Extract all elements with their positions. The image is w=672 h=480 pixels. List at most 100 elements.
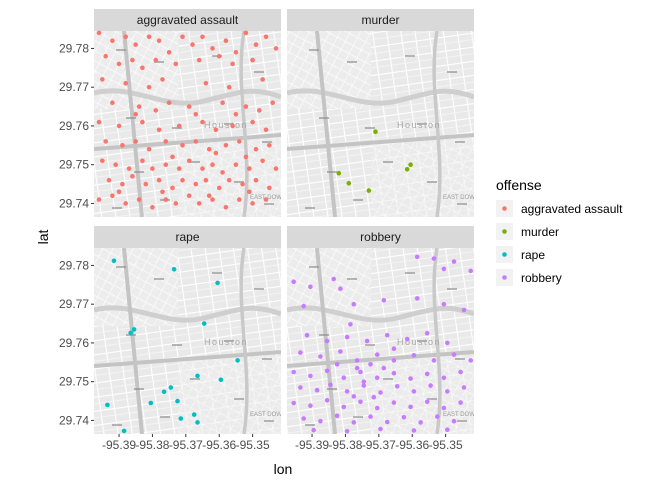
- point-robbery: [361, 379, 367, 385]
- point-aggravated-assault: [180, 177, 185, 183]
- point-aggravated-assault: [267, 143, 272, 148]
- point-aggravated-assault: [223, 38, 229, 43]
- basemap-robbery: Houston EAST DOWNTOWN: [287, 248, 474, 434]
- point-robbery: [368, 414, 373, 419]
- point-aggravated-assault: [176, 123, 182, 129]
- point-robbery: [291, 279, 297, 285]
- point-aggravated-assault: [133, 139, 138, 144]
- point-robbery: [354, 358, 360, 363]
- point-robbery: [431, 256, 437, 261]
- legend-title: offense: [496, 177, 542, 193]
- point-robbery: [361, 383, 367, 388]
- point-aggravated-assault: [113, 162, 118, 167]
- basemap-murder: Houston EAST DOWNTOWN: [287, 31, 474, 217]
- point-aggravated-assault: [233, 112, 239, 117]
- point-aggravated-assault: [250, 119, 255, 125]
- point-aggravated-assault: [233, 50, 239, 55]
- point-aggravated-assault: [213, 127, 219, 133]
- point-rape: [105, 402, 110, 408]
- facet-strips: aggravated assault murder rape robbery: [94, 9, 474, 248]
- point-aggravated-assault: [190, 42, 195, 47]
- point-aggravated-assault: [96, 197, 102, 202]
- x-tick-label: -95.37: [169, 438, 203, 452]
- point-robbery: [341, 404, 347, 410]
- strip-label-robbery: robbery: [360, 230, 401, 244]
- point-robbery: [324, 398, 330, 403]
- point-aggravated-assault: [133, 42, 138, 47]
- basemap-city-label: Houston: [204, 120, 248, 130]
- point-robbery: [298, 385, 303, 390]
- point-aggravated-assault: [100, 77, 105, 82]
- point-robbery: [344, 334, 350, 340]
- point-robbery: [378, 390, 383, 395]
- point-aggravated-assault: [260, 77, 265, 82]
- point-robbery: [338, 349, 343, 354]
- point-aggravated-assault: [163, 162, 169, 167]
- point-murder: [373, 129, 378, 134]
- strip-label-murder: murder: [361, 13, 399, 27]
- point-aggravated-assault: [243, 30, 249, 36]
- point-robbery: [364, 338, 370, 344]
- point-aggravated-assault: [263, 127, 269, 133]
- point-rape: [168, 385, 174, 390]
- point-aggravated-assault: [220, 100, 225, 105]
- point-robbery: [394, 384, 400, 389]
- legend-marker-rape: [502, 252, 507, 257]
- point-aggravated-assault: [116, 189, 122, 195]
- point-aggravated-assault: [270, 100, 276, 105]
- point-aggravated-assault: [180, 143, 185, 148]
- point-aggravated-assault: [153, 108, 159, 113]
- point-robbery: [291, 400, 297, 406]
- point-aggravated-assault: [226, 177, 232, 183]
- point-aggravated-assault: [186, 158, 192, 164]
- point-robbery: [441, 405, 447, 411]
- basemap-rape: Houston EAST DOWNTOWN: [94, 248, 281, 434]
- point-rape: [128, 330, 133, 336]
- point-aggravated-assault: [106, 177, 112, 183]
- point-robbery: [461, 307, 467, 313]
- point-aggravated-assault: [140, 65, 145, 71]
- point-aggravated-assault: [173, 61, 179, 67]
- point-aggravated-assault: [263, 34, 269, 40]
- y-tick-label: 29.76: [59, 336, 89, 350]
- point-robbery: [441, 301, 447, 307]
- point-robbery: [378, 426, 383, 432]
- point-robbery: [461, 385, 467, 390]
- point-robbery: [468, 358, 474, 363]
- point-robbery: [314, 387, 320, 393]
- point-robbery: [354, 365, 360, 371]
- point-rape: [195, 420, 200, 425]
- point-robbery: [301, 416, 307, 421]
- point-robbery: [338, 286, 343, 292]
- point-robbery: [358, 399, 363, 405]
- x-tick-label: -95.38: [328, 438, 362, 452]
- strip-murder: [287, 9, 474, 31]
- point-rape: [131, 327, 137, 332]
- y-tick-label: 29.74: [59, 196, 89, 210]
- point-aggravated-assault: [146, 84, 152, 90]
- point-aggravated-assault: [176, 166, 182, 171]
- y-tick-label: 29.78: [59, 41, 89, 55]
- point-robbery: [311, 427, 317, 433]
- point-robbery: [391, 400, 397, 405]
- point-rape: [191, 412, 197, 417]
- point-robbery: [381, 298, 387, 303]
- point-robbery: [308, 403, 313, 409]
- point-aggravated-assault: [203, 81, 209, 86]
- point-aggravated-assault: [223, 205, 229, 210]
- point-aggravated-assault: [223, 143, 229, 148]
- point-robbery: [318, 418, 323, 424]
- point-rape: [175, 398, 180, 404]
- point-aggravated-assault: [267, 185, 272, 191]
- y-tick-label: 29.75: [59, 158, 89, 172]
- point-robbery: [331, 276, 337, 282]
- point-aggravated-assault: [100, 158, 105, 164]
- point-robbery: [411, 389, 417, 394]
- point-aggravated-assault: [153, 57, 159, 63]
- point-aggravated-assault: [253, 177, 259, 183]
- data-points: [96, 30, 474, 434]
- point-aggravated-assault: [180, 34, 185, 40]
- point-murder: [404, 167, 410, 172]
- point-aggravated-assault: [240, 181, 245, 187]
